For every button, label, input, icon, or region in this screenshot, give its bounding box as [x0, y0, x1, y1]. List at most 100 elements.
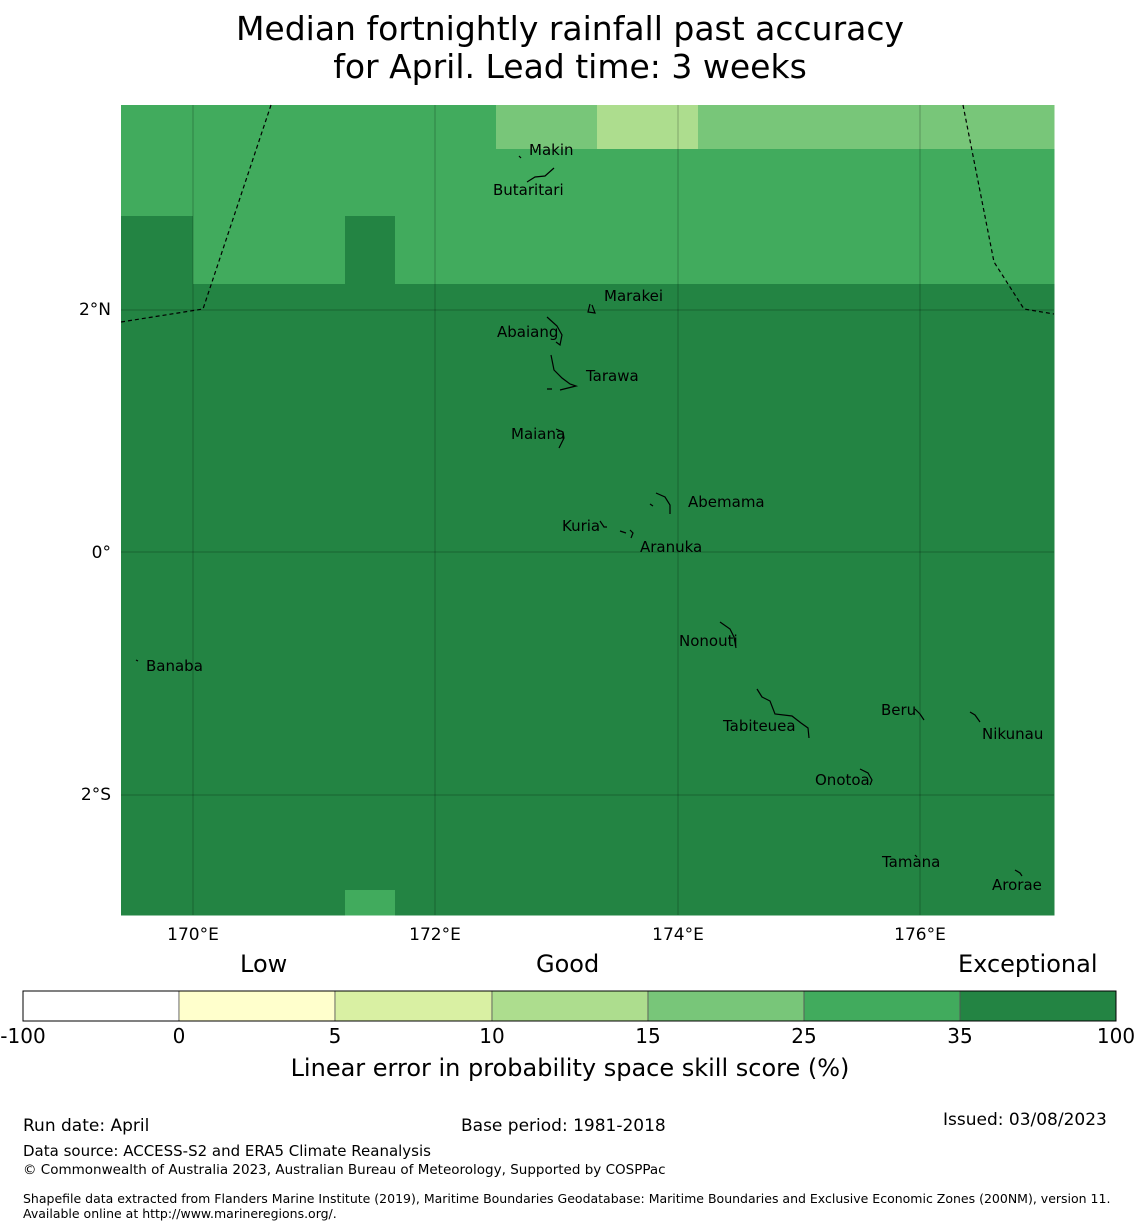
grid-cell [121, 216, 194, 285]
island-onotoa [859, 768, 873, 786]
place-label-nikunau: Nikunau [982, 725, 1043, 743]
grid-cell [395, 284, 446, 891]
grid-cell [254, 216, 295, 285]
place-label-maiana: Maiana [511, 425, 565, 443]
shapefile-note: Shapefile data extracted from Flanders M… [23, 1191, 1111, 1221]
lon-label: 172°E [409, 925, 461, 945]
grid-cell [445, 105, 497, 150]
colorbar-segment [803, 990, 961, 1022]
grid-cell [193, 216, 255, 285]
grid-cell [254, 105, 295, 150]
colorbar-tick: -100 [0, 1024, 46, 1048]
place-label-marakei: Marakei [604, 287, 663, 305]
grid-cell [193, 890, 255, 916]
grid-cell [597, 149, 699, 217]
place-label-onotoa: Onotoa [815, 771, 870, 789]
island-tabiteuea [756, 688, 810, 739]
colorbar [22, 990, 1117, 1022]
colorbar-tick: 10 [479, 1024, 505, 1048]
eez-boundary-west [120, 104, 272, 323]
map-title: Median fortnightly rainfall past accurac… [0, 10, 1140, 86]
latitude-labels: 2°N 0° 2°S [79, 300, 111, 805]
island-maiana [555, 428, 565, 449]
island-nikunau [969, 711, 981, 723]
place-label-abemama: Abemama [688, 493, 765, 511]
grid-cell [597, 284, 699, 891]
grid-cell [445, 216, 497, 285]
island-tamana [914, 854, 918, 858]
grid-cell [193, 284, 255, 891]
grid-cell [496, 284, 598, 891]
island-banaba [135, 659, 139, 662]
island-makin [518, 155, 522, 159]
grid-cell [900, 105, 1002, 150]
colorbar-segment [22, 990, 180, 1022]
data-source: Data source: ACCESS-S2 and ERA5 Climate … [23, 1142, 431, 1160]
grid-cell [254, 284, 295, 891]
place-label-kuria: Kuria [562, 517, 600, 535]
grid-cell [900, 216, 1002, 285]
issued-date: Issued: 03/08/2023 [943, 1110, 1107, 1130]
grid-cell [900, 149, 1002, 217]
colorbar-label-exceptional: Exceptional [958, 950, 1098, 978]
colorbar-segment [178, 990, 336, 1022]
colorbar-segment [491, 990, 649, 1022]
grid-cell [294, 216, 346, 285]
graticule [121, 105, 1054, 915]
place-label-arorae: Arorae [992, 876, 1042, 894]
island-marakei [587, 303, 596, 314]
grid-cell [193, 149, 255, 217]
grid-cell [698, 105, 800, 150]
eez-boundary-east [962, 104, 1055, 315]
place-label-banaba: Banaba [146, 657, 203, 675]
place-label-beru: Beru [881, 701, 916, 719]
place-label-tarawa: Tarawa [585, 367, 639, 385]
colorbar-label-good: Good [536, 950, 600, 978]
grid-cell [294, 149, 346, 217]
grid-cell [597, 890, 699, 916]
grid-cell [496, 149, 598, 217]
colorbar-tick: 15 [635, 1024, 661, 1048]
lon-label: 170°E [167, 925, 219, 945]
island-tarawa [547, 354, 579, 391]
grid-cell [597, 105, 699, 150]
grid-cell [345, 105, 396, 150]
grid-cell [121, 149, 194, 217]
colorbar-frame [22, 990, 1117, 1022]
island-nonouti [719, 621, 737, 649]
grid-cell [121, 890, 194, 916]
grid-cell [799, 216, 901, 285]
grid-cell [799, 284, 901, 891]
grid-cell [1001, 216, 1055, 285]
island-beru [914, 708, 925, 721]
grid-cell [799, 890, 901, 916]
colorbar-segment [334, 990, 493, 1022]
grid-cell [799, 105, 901, 150]
run-date: Run date: April [23, 1116, 150, 1136]
colorbar-tick: 25 [791, 1024, 817, 1048]
lat-label: 0° [92, 543, 111, 563]
grid-cell [496, 890, 598, 916]
colorbar-title: Linear error in probability space skill … [290, 1054, 850, 1082]
place-label-tabiteuea: Tabiteuea [722, 717, 796, 735]
skill-grid [121, 105, 1055, 916]
colorbar-segment [647, 990, 805, 1022]
island-arorae [1014, 869, 1023, 877]
grid-cell [254, 149, 295, 217]
island-aranuka [619, 529, 634, 539]
grid-cell [345, 890, 396, 916]
grid-cell [254, 890, 295, 916]
grid-cell [294, 890, 346, 916]
title-line-1: Median fortnightly rainfall past accurac… [235, 9, 905, 48]
island-abemama [649, 492, 671, 514]
place-label-tamana: Tamana [881, 853, 940, 871]
lon-label: 174°E [652, 925, 704, 945]
place-label-makin: Makin [529, 141, 574, 159]
grid-cell [121, 105, 194, 150]
grid-cell [1001, 890, 1055, 916]
island-butaritari [526, 167, 555, 183]
longitude-labels: 170°E 172°E 174°E 176°E [167, 925, 946, 945]
grid-cell [698, 149, 800, 217]
grid-cell [698, 216, 800, 285]
